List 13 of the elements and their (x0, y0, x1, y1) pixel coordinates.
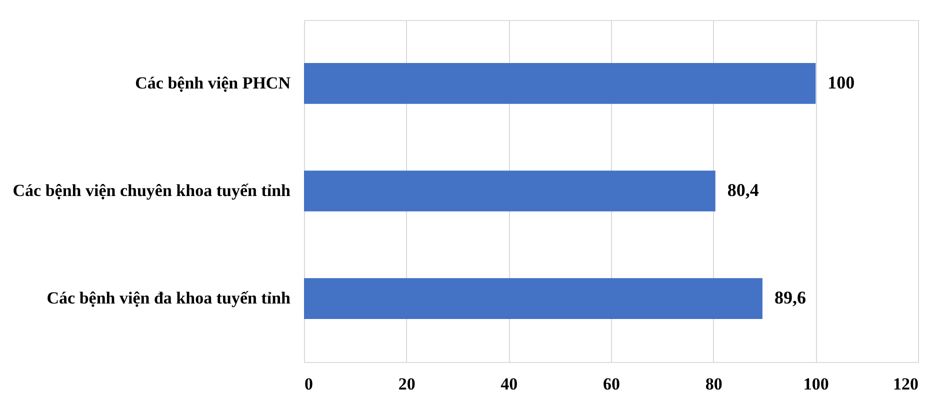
data-label: 80,4 (727, 180, 759, 200)
x-tick-label: 100 (803, 374, 829, 394)
y-tick-label: Các bệnh viện đa khoa tuyến tỉnh (46, 288, 292, 308)
y-tick-label: Các bệnh viện PHCN (135, 73, 292, 92)
data-label: 89,6 (774, 288, 806, 308)
x-tick-label: 120 (893, 374, 918, 394)
x-tick-label: 40 (500, 374, 518, 394)
x-tick-label: 60 (603, 374, 620, 394)
x-tick-label: 80 (705, 374, 722, 394)
y-tick-label: Các bệnh viện chuyên khoa tuyến tỉnh (12, 181, 292, 200)
data-label: 100 (828, 72, 855, 92)
x-tick-label: 20 (398, 374, 416, 394)
x-tick-label: 0 (304, 374, 313, 394)
